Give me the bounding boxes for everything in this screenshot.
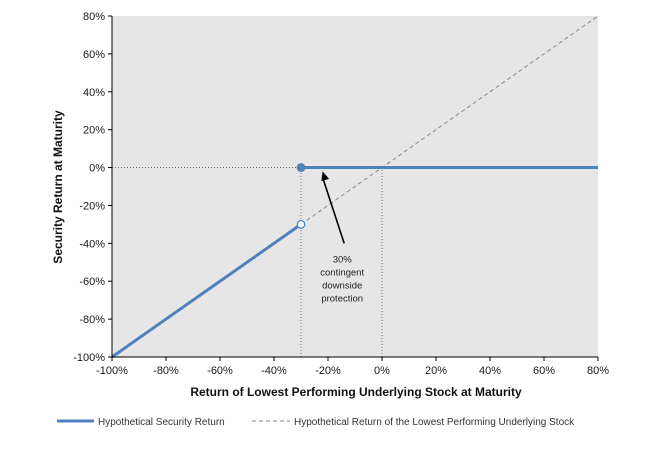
x-axis-title: Return of Lowest Performing Underlying S… [190,385,522,399]
x-tick-label: 0% [374,365,390,377]
x-tick-label: 80% [587,365,609,377]
series-markers [296,163,306,229]
series-security-return-segment-1 [111,223,302,359]
annotation-text-line: downside [322,280,362,291]
annotation-text-line: 30% [333,254,353,265]
y-tick-label: -40% [79,238,105,250]
y-axis-title: Security Return at Maturity [51,110,65,264]
legend: Hypothetical Security Return Hypothetica… [57,417,575,428]
series-lines [111,15,599,359]
y-tick-label: 0% [89,163,105,175]
y-tick-label: -100% [73,352,105,364]
x-tick-label: -100% [96,365,128,377]
marker-open-point [296,219,306,229]
y-tick-label: -60% [79,276,105,288]
y-tick-label: -20% [79,200,105,212]
annotation-arrow-head [321,171,330,182]
annotation-arrow-shaft [321,177,345,244]
annotation: 30% contingent downside protection [320,171,364,304]
x-tick-label: 40% [479,365,501,377]
x-tick-label: -60% [207,365,233,377]
y-tick-label: -80% [79,314,105,326]
x-tick-label: 60% [533,365,555,377]
annotation-text-line: contingent [320,267,364,278]
x-tick-label: 20% [425,365,447,377]
y-tick-label: 40% [83,87,105,99]
series-underlying-return-line [300,15,599,225]
annotation-text-line: protection [321,293,363,304]
x-tick-label: -20% [315,365,341,377]
marker-filled-point [296,163,306,173]
y-tick-label: 80% [83,11,105,23]
x-tick-label: -40% [261,365,287,377]
y-tick-labels: 80% 60% 40% 20% 0% -20% -40% -60% -80% -100% [73,11,112,364]
x-tick-labels: -100% -80% -60% -40% -20% 0% 20% 40% 60% 80% [96,357,609,377]
legend-label-underlying-return: Hypothetical Return of the Lowest Perfor… [294,417,575,428]
y-tick-label: 60% [83,49,105,61]
legend-label-security-return: Hypothetical Security Return [98,417,225,428]
axes [111,16,598,358]
y-tick-label: 20% [83,125,105,137]
x-tick-label: -80% [153,365,179,377]
